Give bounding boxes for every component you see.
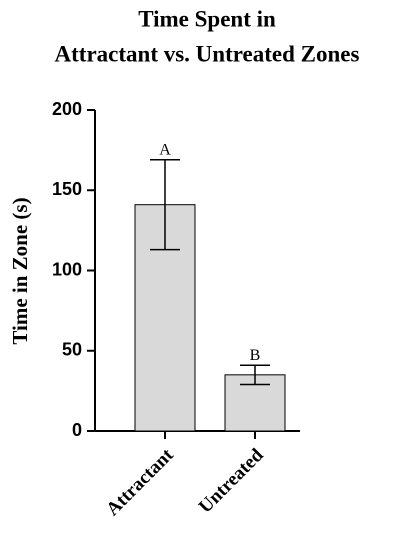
y-tick-label: 50 [62,340,82,360]
x-tick-label: Attractant [102,444,178,520]
significance-letter: A [159,141,171,158]
y-tick-label: 0 [72,420,82,440]
y-tick-label: 150 [52,179,82,199]
y-axis-label: Time in Zone (s) [8,197,32,344]
significance-letter: B [250,347,261,364]
chart-title: Attractant vs. Untreated Zones [55,41,360,66]
y-tick-label: 100 [52,259,82,279]
x-tick-label: Untreated [195,444,268,517]
chart-title: Time Spent in [138,6,276,31]
y-tick-label: 200 [52,99,82,119]
